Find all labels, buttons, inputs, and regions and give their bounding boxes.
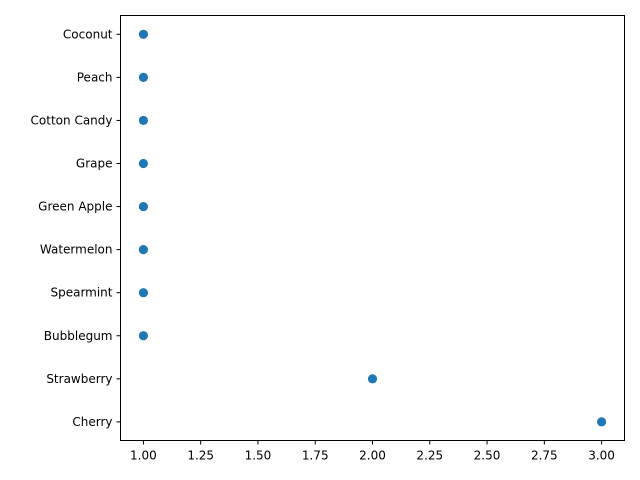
data-point xyxy=(138,245,149,255)
y-tick-label: Grape xyxy=(76,157,113,171)
data-point xyxy=(596,417,607,427)
data-point xyxy=(138,201,149,212)
x-tick-label: 3.00 xyxy=(588,449,615,463)
x-axis-ticks: 1.00 1.25 1.50 1.75 2.00 2.25 2.50 2.75 3.00 xyxy=(130,440,615,463)
data-points xyxy=(138,29,607,427)
y-tick-label: Spearmint xyxy=(50,286,112,300)
data-point xyxy=(138,331,149,341)
y-tick-label: Cherry xyxy=(72,415,112,429)
data-point xyxy=(367,374,378,384)
x-tick-label: 2.50 xyxy=(474,449,501,463)
y-tick-label: Cotton Candy xyxy=(31,113,113,127)
y-tick-label: Coconut xyxy=(63,27,113,41)
y-axis-ticks: Cherry Strawberry Bubblegum Spearmint Waterm… xyxy=(31,27,121,429)
y-tick-label: Green Apple xyxy=(38,200,112,214)
y-tick-label: Watermelon xyxy=(40,243,113,257)
data-point xyxy=(138,115,149,126)
y-tick-label: Strawberry xyxy=(46,372,112,386)
y-tick-label: Bubblegum xyxy=(44,329,113,343)
data-point xyxy=(138,29,149,39)
x-tick-label: 1.00 xyxy=(130,449,157,463)
plot-frame xyxy=(120,15,625,441)
data-point xyxy=(138,158,149,169)
x-tick-label: 1.25 xyxy=(187,449,214,463)
x-tick-label: 2.00 xyxy=(359,449,386,463)
x-tick-label: 2.25 xyxy=(416,449,443,463)
data-point xyxy=(138,72,149,82)
x-tick-label: 1.50 xyxy=(245,449,272,463)
x-tick-label: 1.75 xyxy=(302,449,329,463)
x-tick-label: 2.75 xyxy=(531,449,558,463)
data-point xyxy=(138,288,149,298)
y-tick-label: Peach xyxy=(77,70,113,84)
